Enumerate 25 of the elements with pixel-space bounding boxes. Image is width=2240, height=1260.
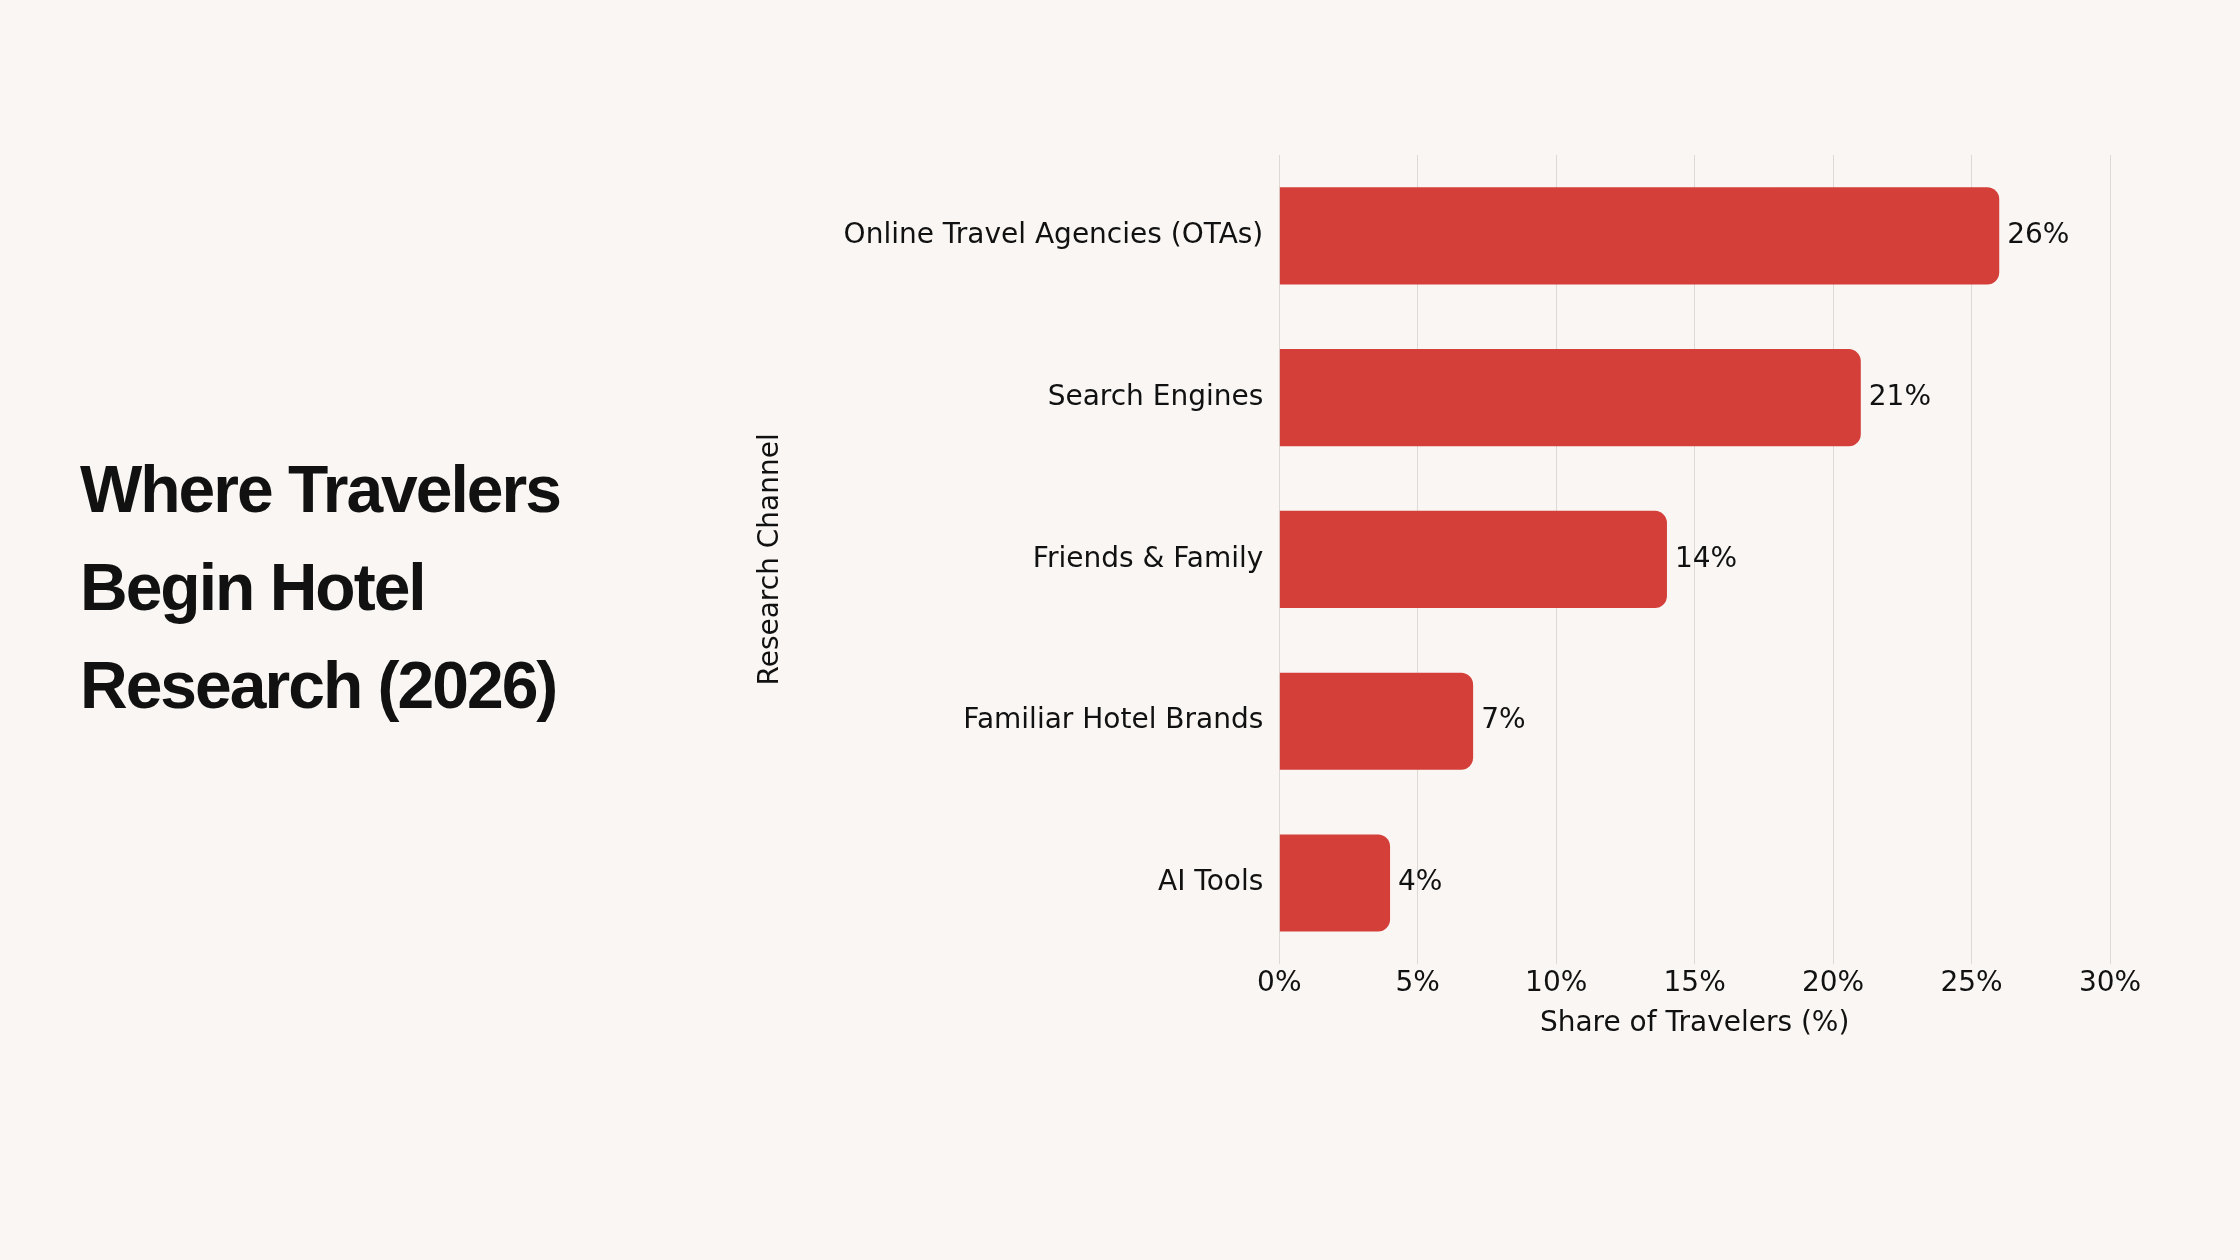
- y-tick-label: Search Engines: [1047, 378, 1264, 412]
- x-tick-label: 20%: [1801, 964, 1865, 998]
- data-label: 26%: [2007, 217, 2070, 251]
- bar: [1279, 672, 1474, 770]
- bar: [1279, 834, 1391, 932]
- bar: [1279, 187, 2000, 285]
- data-label: 14%: [1674, 540, 1738, 574]
- x-tick-label: 0%: [1257, 964, 1302, 998]
- data-label: 7%: [1481, 702, 1526, 736]
- bar: [1279, 349, 1861, 447]
- x-tick-label: 15%: [1663, 964, 1726, 998]
- x-tick-label: 25%: [1940, 964, 2003, 998]
- y-tick-label: Friends & Family: [1032, 540, 1264, 574]
- x-tick-label: 5%: [1395, 964, 1440, 998]
- x-tick-label: 10%: [1525, 964, 1588, 998]
- y-tick-label: Familiar Hotel Brands: [963, 702, 1264, 736]
- y-axis-title: Research Channel: [752, 433, 786, 686]
- data-label: 21%: [1868, 378, 1932, 412]
- x-axis-title: Share of Travelers (%): [1539, 1005, 1850, 1039]
- bar: [1279, 510, 1667, 608]
- y-tick-label: Online Travel Agencies (OTAs): [843, 217, 1264, 251]
- data-label: 4%: [1398, 864, 1443, 898]
- x-tick-label: 30%: [2078, 964, 2142, 998]
- text: Where Travelers Begin Hotel Research (2026): [80, 451, 561, 724]
- y-tick-label: AI Tools: [1158, 864, 1264, 898]
